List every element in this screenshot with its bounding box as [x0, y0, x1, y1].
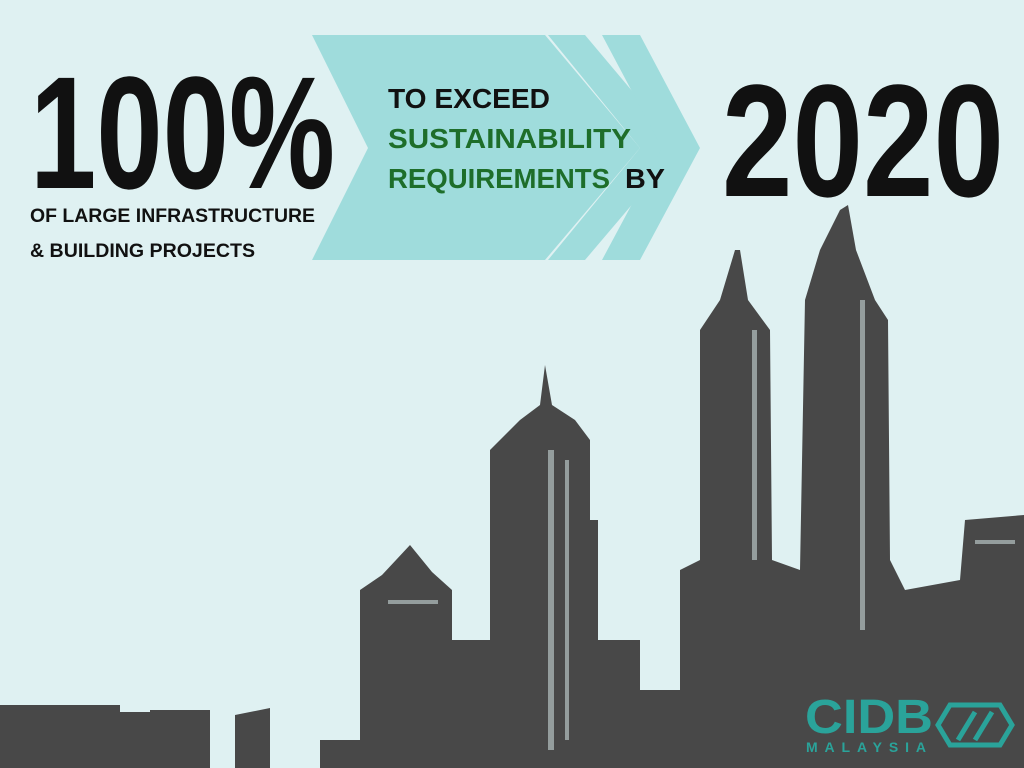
- windows: [388, 300, 1015, 750]
- chevron-main: [312, 35, 640, 260]
- window-stripe: [565, 460, 569, 740]
- logo-stroke: [972, 710, 995, 742]
- window-stripe: [388, 600, 438, 604]
- middle-line: BY: [625, 163, 665, 194]
- window-stripe: [548, 450, 554, 750]
- stat: 100%: [30, 43, 335, 222]
- chevrons: [312, 35, 700, 260]
- window-stripe: [752, 330, 757, 560]
- logo-hexagon: [935, 702, 1015, 748]
- building: [320, 205, 1024, 768]
- logo-icon: [935, 702, 1015, 748]
- building: [0, 705, 210, 768]
- window-stripe: [860, 300, 865, 630]
- year: 2020: [722, 51, 1004, 230]
- window-stripe: [975, 540, 1015, 544]
- logo-name: CIDB: [805, 691, 933, 744]
- skyline: [0, 205, 1024, 768]
- middle-line: TO EXCEED: [388, 83, 550, 114]
- chevron-stripe: [548, 35, 680, 260]
- stat-caption: OF LARGE INFRASTRUCTURE: [30, 206, 315, 227]
- middle-line-green: SUSTAINABILITY: [388, 123, 631, 154]
- stat-caption: & BUILDING PROJECTS: [30, 241, 255, 262]
- building: [235, 708, 270, 768]
- middle-line-green: REQUIREMENTS: [388, 163, 610, 194]
- logo-stroke: [955, 710, 978, 742]
- chevron-stripe: [602, 35, 700, 260]
